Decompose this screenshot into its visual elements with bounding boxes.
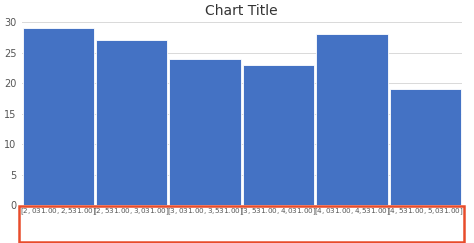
Bar	[390, 89, 461, 205]
Bar	[23, 28, 94, 205]
Bar	[170, 59, 241, 205]
Title: Chart Title: Chart Title	[206, 4, 278, 18]
Bar	[316, 34, 388, 205]
Bar	[243, 65, 314, 205]
Bar	[96, 40, 167, 205]
